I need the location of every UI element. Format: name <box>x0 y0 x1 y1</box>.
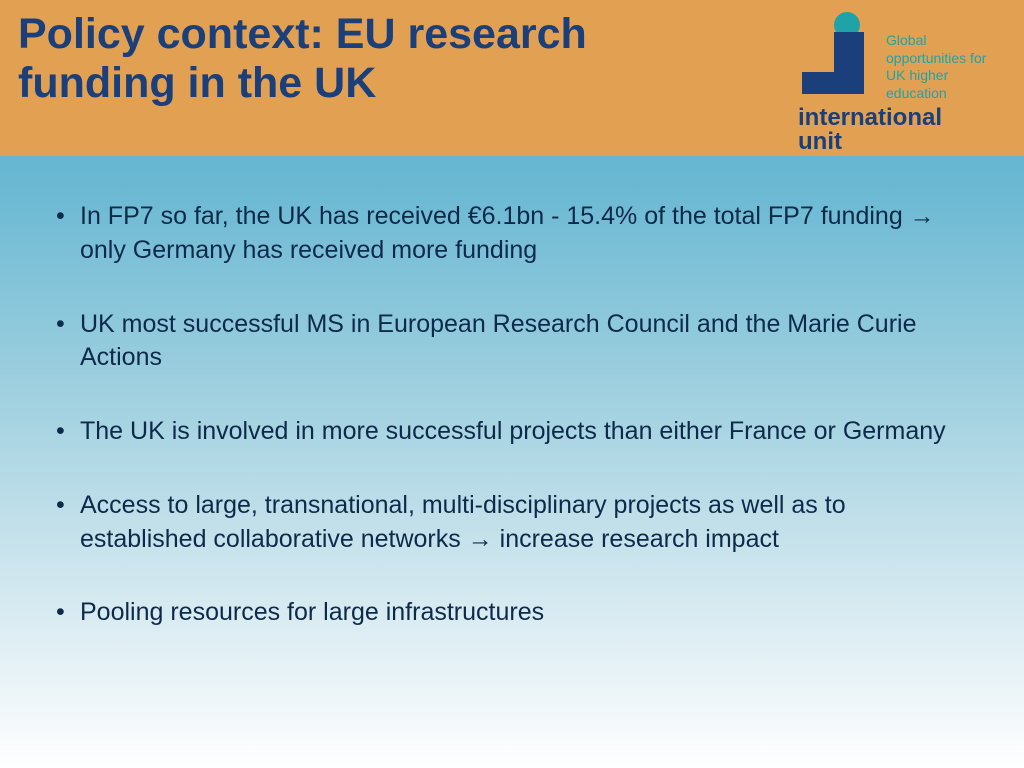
content-area: In FP7 so far, the UK has received €6.1b… <box>0 156 1024 630</box>
bullet-list: In FP7 so far, the UK has received €6.1b… <box>48 200 976 630</box>
logo-brand-line2: unit <box>798 128 842 155</box>
logo-notch-icon <box>802 32 834 72</box>
logo-top-row: Global opportunities for UK higher educa… <box>794 12 1006 102</box>
logo-brand-line1: international <box>798 104 942 131</box>
logo-brand: international unit <box>798 106 942 154</box>
slide: Policy context: EU research funding in t… <box>0 0 1024 768</box>
logo-block: Global opportunities for UK higher educa… <box>794 8 1006 154</box>
list-item: In FP7 so far, the UK has received €6.1b… <box>48 200 976 268</box>
list-item: The UK is involved in more successful pr… <box>48 415 976 449</box>
logo-tagline: Global opportunities for UK higher educa… <box>886 12 1006 102</box>
list-item: Pooling resources for large infrastructu… <box>48 596 976 630</box>
logo-mark <box>794 12 872 102</box>
list-item: UK most successful MS in European Resear… <box>48 308 976 376</box>
list-item: Access to large, transnational, multi-di… <box>48 489 976 557</box>
slide-title: Policy context: EU research funding in t… <box>18 8 738 109</box>
header-bar: Policy context: EU research funding in t… <box>0 0 1024 156</box>
